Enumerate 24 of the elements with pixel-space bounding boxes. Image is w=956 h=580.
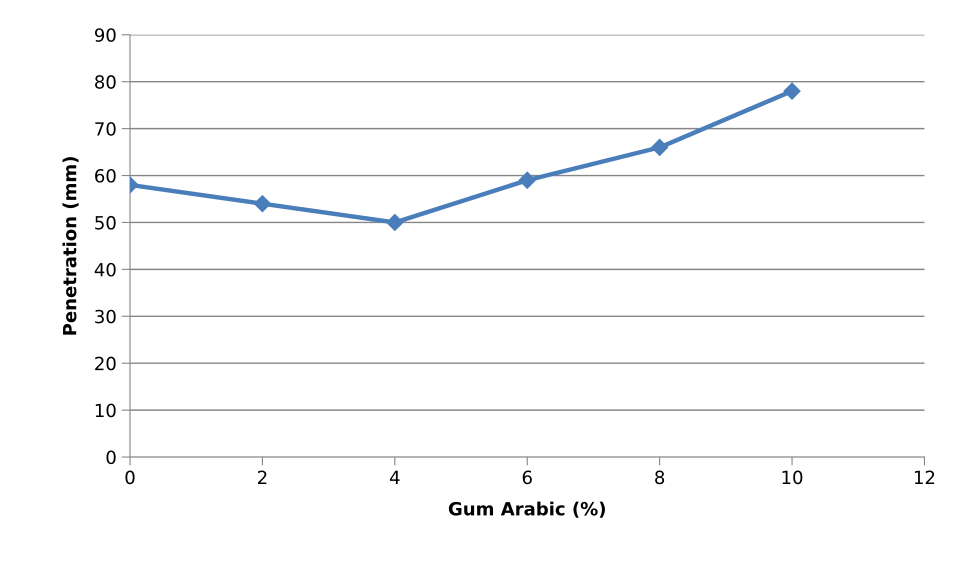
y-tick-label: 40 <box>94 262 116 276</box>
y-tick-label: 60 <box>95 169 116 183</box>
y-tick-label: 50 <box>95 216 116 230</box>
y-tick-label: 20 <box>95 356 116 370</box>
x-tick-label: 2 <box>258 470 266 484</box>
point <box>518 172 536 189</box>
point <box>386 214 404 232</box>
y-tick-label: 30 <box>95 310 116 324</box>
x-tick-label: 10 <box>782 470 802 484</box>
y-tick-label: 80 <box>95 75 116 89</box>
y-tick-label: 70 <box>95 122 116 136</box>
y-axis-title: Penetration (mm) <box>62 157 79 335</box>
x-tick-label: 4 <box>390 470 400 484</box>
point <box>783 82 801 100</box>
x-tick-label: 0 <box>125 470 135 484</box>
y-tick-label: 10 <box>96 404 116 418</box>
point <box>254 195 271 212</box>
x-tick-label: 12 <box>914 470 934 484</box>
x-axis-title: Gum Arabic (%) <box>448 502 605 518</box>
point <box>651 138 668 156</box>
x-tick-label: 6 <box>522 470 532 484</box>
y-tick-label: 0 <box>106 450 116 464</box>
x-tick-label: 8 <box>655 470 664 484</box>
y-tick-label: 90 <box>94 28 116 42</box>
